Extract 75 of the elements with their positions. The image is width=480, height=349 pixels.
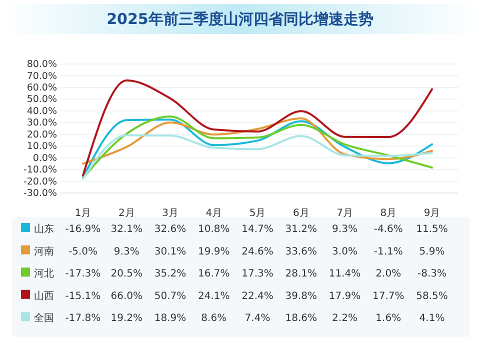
line-series — [82, 134, 433, 180]
data-label: 8.6% — [201, 313, 227, 324]
data-label: -1.1% — [374, 246, 403, 258]
y-tick-label: 60.0% — [26, 82, 57, 94]
x-tick-label: 1月 — [74, 208, 92, 220]
legend-label: 河南 — [34, 245, 54, 258]
y-tick-label: 0.0% — [32, 152, 57, 164]
data-label: 19.9% — [198, 246, 230, 258]
data-label: 1.6% — [376, 313, 402, 324]
data-label: 19.2% — [110, 313, 143, 324]
legend-label: 山东 — [34, 223, 54, 235]
data-label: 32.6% — [154, 224, 186, 235]
data-label: 17.3% — [242, 268, 274, 280]
data-label: -17.8% — [65, 313, 101, 324]
data-label: 2.0% — [376, 268, 402, 280]
legend-label: 全国 — [34, 312, 54, 324]
data-label: 4.1% — [419, 313, 445, 324]
data-label: 33.6% — [285, 246, 318, 258]
data-label: 24.1% — [198, 290, 230, 302]
data-label: 66.0% — [110, 290, 143, 302]
x-tick-label: 2月 — [118, 208, 135, 220]
data-label: 18.6% — [285, 313, 318, 324]
data-label: 10.8% — [198, 224, 230, 235]
data-label: 31.2% — [285, 224, 318, 235]
y-tick-label: 80.0% — [26, 59, 57, 70]
data-label: 7.4% — [244, 313, 270, 324]
y-tick-label: 20.0% — [26, 129, 57, 140]
data-label: -15.1% — [65, 290, 101, 302]
data-label: 50.7% — [154, 290, 186, 302]
x-tick-label: 5月 — [249, 208, 266, 220]
data-label: 28.1% — [285, 268, 318, 280]
x-tick-label: 7月 — [336, 208, 353, 220]
chart-title: 2025年前三季度山河四省同比增速走势 — [106, 10, 374, 28]
data-label: 32.1% — [110, 224, 143, 235]
data-label: 20.5% — [110, 268, 143, 280]
y-tick-label: 40.0% — [26, 106, 57, 117]
y-tick-label: 10.0% — [26, 141, 57, 152]
data-label: -17.3% — [65, 268, 101, 280]
data-label: 35.2% — [154, 268, 186, 280]
data-label: -8.3% — [417, 268, 447, 280]
data-label: 2.2% — [332, 313, 358, 324]
x-tick-label: 9月 — [424, 208, 440, 220]
data-label: -4.6% — [374, 224, 403, 235]
y-tick-label: -10.0% — [23, 164, 57, 176]
data-label: 17.7% — [372, 290, 404, 302]
data-label: 39.8% — [285, 290, 318, 302]
x-tick-label: 8月 — [380, 208, 397, 220]
data-label: 11.5% — [416, 224, 448, 235]
data-label: 9.3% — [114, 246, 140, 258]
data-label: 58.5% — [416, 290, 448, 302]
data-label: 5.9% — [419, 246, 445, 258]
x-tick-label: 6月 — [292, 208, 310, 220]
x-tick-label: 3月 — [162, 208, 178, 220]
data-label: 18.9% — [154, 313, 186, 324]
y-tick-label: 70.0% — [26, 70, 57, 82]
y-tick-label: 50.0% — [26, 94, 57, 106]
line-series — [82, 79, 433, 177]
data-label: 16.7% — [198, 268, 230, 280]
data-label: 11.4% — [328, 268, 361, 280]
y-tick-label: -20.0% — [23, 176, 57, 188]
data-label: 30.1% — [154, 246, 186, 258]
y-tick-label: -30.0% — [23, 188, 57, 200]
y-tick-label: 30.0% — [26, 118, 57, 129]
legend-label: 河北 — [34, 268, 54, 280]
data-label: 24.6% — [242, 246, 274, 258]
data-label: -5.0% — [68, 246, 98, 258]
data-label: 14.7% — [242, 224, 274, 235]
line-series — [82, 117, 433, 165]
data-label: 17.9% — [328, 290, 361, 302]
data-label: 9.3% — [332, 224, 358, 235]
data-label: -16.9% — [65, 224, 101, 235]
data-label: 22.4% — [242, 290, 274, 302]
data-label: 3.0% — [332, 246, 358, 258]
x-tick-label: 4月 — [206, 208, 222, 220]
legend-label: 山西 — [34, 290, 54, 302]
